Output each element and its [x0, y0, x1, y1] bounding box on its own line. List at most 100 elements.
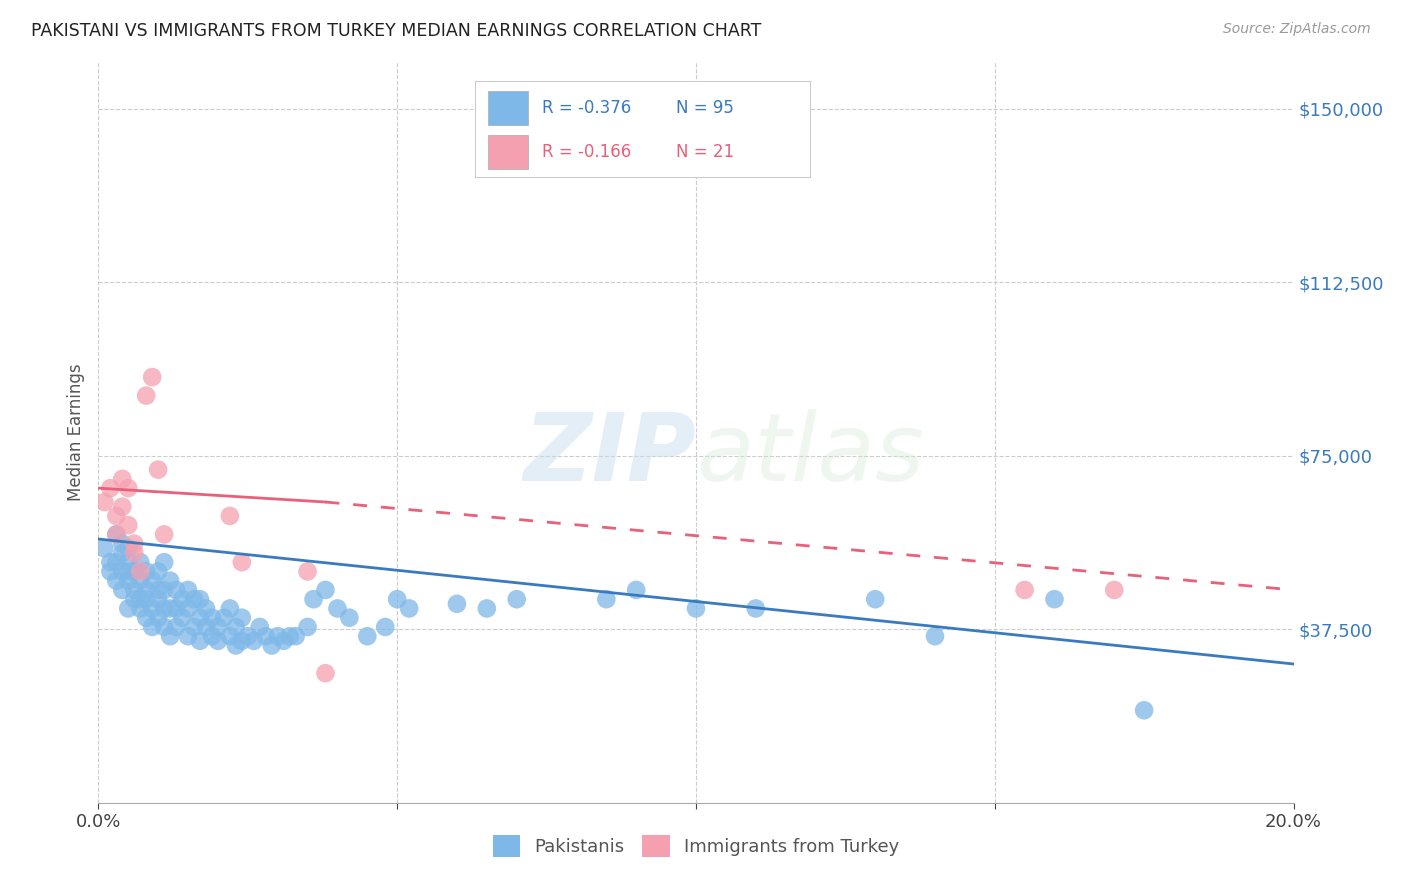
Point — [111, 565, 134, 579]
Point — [159, 629, 181, 643]
Point — [188, 592, 211, 607]
Point — [98, 555, 122, 569]
Point — [148, 565, 170, 579]
Point — [315, 582, 337, 597]
Legend: Pakistanis, Immigrants from Turkey: Pakistanis, Immigrants from Turkey — [485, 828, 907, 864]
Point — [225, 620, 247, 634]
Point — [148, 582, 170, 597]
Point — [626, 582, 648, 597]
Point — [231, 610, 253, 624]
Text: Source: ZipAtlas.com: Source: ZipAtlas.com — [1223, 22, 1371, 37]
Point — [105, 527, 128, 541]
Point — [141, 574, 163, 588]
Point — [129, 555, 152, 569]
Point — [148, 610, 170, 624]
Point — [165, 582, 187, 597]
Point — [260, 639, 283, 653]
Point — [153, 601, 176, 615]
Point — [231, 633, 253, 648]
Point — [117, 601, 139, 615]
Point — [219, 508, 242, 523]
Point — [129, 601, 152, 615]
Text: ZIP: ZIP — [523, 409, 696, 500]
Point — [924, 629, 946, 643]
Point — [177, 582, 200, 597]
Point — [177, 601, 200, 615]
Point — [117, 574, 139, 588]
Point — [148, 592, 170, 607]
Point — [172, 592, 194, 607]
Point — [745, 601, 768, 615]
Point — [111, 536, 134, 550]
Point — [195, 601, 218, 615]
Point — [267, 629, 290, 643]
Point — [117, 518, 139, 533]
Point — [195, 620, 218, 634]
Point — [183, 620, 205, 634]
Point — [297, 620, 319, 634]
Point — [105, 574, 128, 588]
Point — [302, 592, 325, 607]
Point — [141, 370, 163, 384]
Point — [153, 620, 176, 634]
Point — [297, 565, 319, 579]
Point — [231, 555, 253, 569]
Point — [278, 629, 301, 643]
Point — [153, 555, 176, 569]
Point — [188, 610, 211, 624]
Point — [506, 592, 529, 607]
Point — [249, 620, 271, 634]
Point — [188, 633, 211, 648]
Point — [124, 582, 146, 597]
Point — [124, 536, 146, 550]
Point — [153, 582, 176, 597]
Text: PAKISTANI VS IMMIGRANTS FROM TURKEY MEDIAN EARNINGS CORRELATION CHART: PAKISTANI VS IMMIGRANTS FROM TURKEY MEDI… — [31, 22, 761, 40]
Point — [124, 592, 146, 607]
Point — [315, 666, 337, 681]
Point — [117, 565, 139, 579]
Point — [98, 565, 122, 579]
Point — [141, 620, 163, 634]
Point — [595, 592, 617, 607]
Point — [446, 597, 468, 611]
Point — [129, 592, 152, 607]
Point — [398, 601, 420, 615]
Point — [1014, 582, 1036, 597]
Point — [93, 495, 115, 509]
Point — [111, 582, 134, 597]
Point — [111, 472, 134, 486]
Point — [124, 565, 146, 579]
Point — [148, 462, 170, 476]
Point — [273, 633, 295, 648]
Point — [177, 629, 200, 643]
Point — [117, 481, 139, 495]
Point — [124, 546, 146, 560]
Point — [135, 610, 157, 624]
Point — [326, 601, 349, 615]
Point — [865, 592, 887, 607]
Point — [105, 555, 128, 569]
Point — [111, 500, 134, 514]
Point — [93, 541, 115, 556]
Point — [254, 629, 277, 643]
Point — [207, 633, 229, 648]
Point — [135, 592, 157, 607]
Y-axis label: Median Earnings: Median Earnings — [66, 364, 84, 501]
Point — [374, 620, 396, 634]
Point — [284, 629, 307, 643]
Point — [153, 527, 176, 541]
Point — [475, 601, 498, 615]
Point — [236, 629, 259, 643]
Point — [141, 601, 163, 615]
Point — [183, 592, 205, 607]
Point — [207, 620, 229, 634]
Text: atlas: atlas — [696, 409, 924, 500]
Point — [356, 629, 378, 643]
Point — [219, 601, 242, 615]
Point — [339, 610, 361, 624]
Point — [165, 620, 187, 634]
Point — [385, 592, 409, 607]
Point — [111, 546, 134, 560]
Point — [243, 633, 266, 648]
Point — [135, 388, 157, 402]
